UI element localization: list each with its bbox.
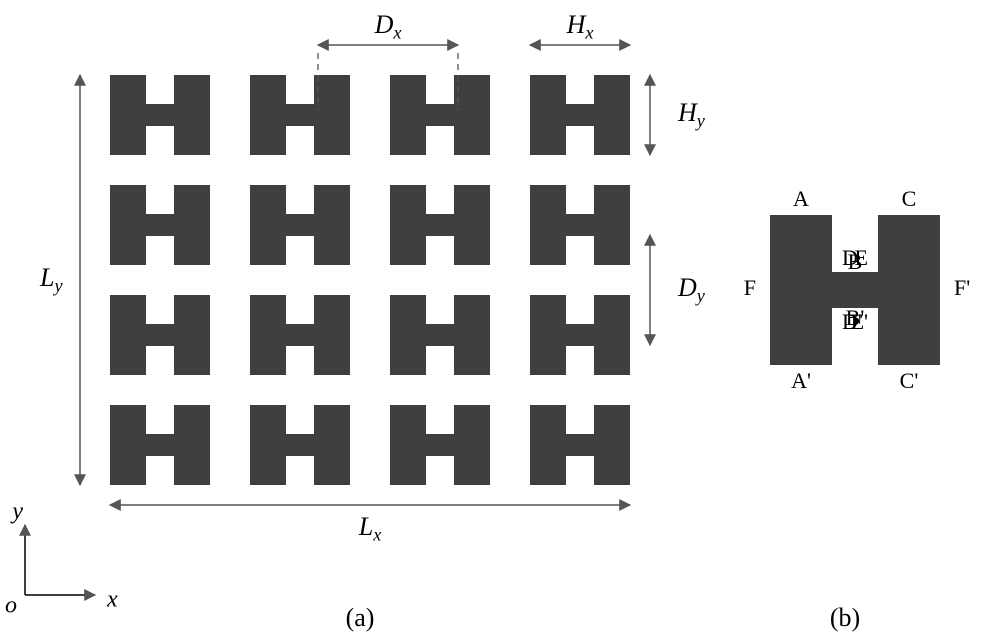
figure-canvas: DxHxHyDyLyLxoxy(a)(b)ACDBEFF'D'B'E'A'C': [0, 0, 1000, 635]
svg-text:Hy: Hy: [677, 98, 706, 130]
svg-text:C': C': [900, 368, 919, 393]
unit-cell: [110, 295, 210, 375]
svg-text:A': A': [791, 368, 811, 393]
unit-cell: [390, 75, 490, 155]
unit-cell: [250, 75, 350, 155]
unit-cell: [250, 295, 350, 375]
unit-cell: [250, 405, 350, 485]
unit-cell: [390, 185, 490, 265]
svg-text:x: x: [106, 587, 118, 613]
svg-text:Dx: Dx: [374, 10, 402, 42]
unit-cell: [250, 185, 350, 265]
svg-text:y: y: [10, 499, 23, 525]
svg-text:A: A: [793, 186, 809, 211]
unit-cell: [530, 75, 630, 155]
svg-text:E': E': [851, 309, 868, 334]
detail-cell: [770, 215, 940, 365]
svg-text:F: F: [744, 275, 756, 300]
svg-text:F': F': [954, 275, 970, 300]
svg-text:(b): (b): [830, 603, 860, 632]
svg-text:Dy: Dy: [677, 273, 706, 305]
unit-cell: [110, 405, 210, 485]
svg-text:Lx: Lx: [358, 512, 382, 544]
unit-cell: [530, 185, 630, 265]
svg-text:(a): (a): [346, 603, 375, 632]
svg-text:o: o: [5, 593, 17, 619]
svg-text:Ly: Ly: [39, 263, 63, 295]
svg-text:C: C: [902, 186, 917, 211]
unit-cell: [530, 295, 630, 375]
unit-cell: [530, 405, 630, 485]
unit-cell: [390, 295, 490, 375]
svg-text:Hx: Hx: [566, 10, 594, 42]
svg-text:E: E: [855, 245, 868, 270]
unit-cell: [110, 75, 210, 155]
unit-cell: [390, 405, 490, 485]
unit-cell: [110, 185, 210, 265]
